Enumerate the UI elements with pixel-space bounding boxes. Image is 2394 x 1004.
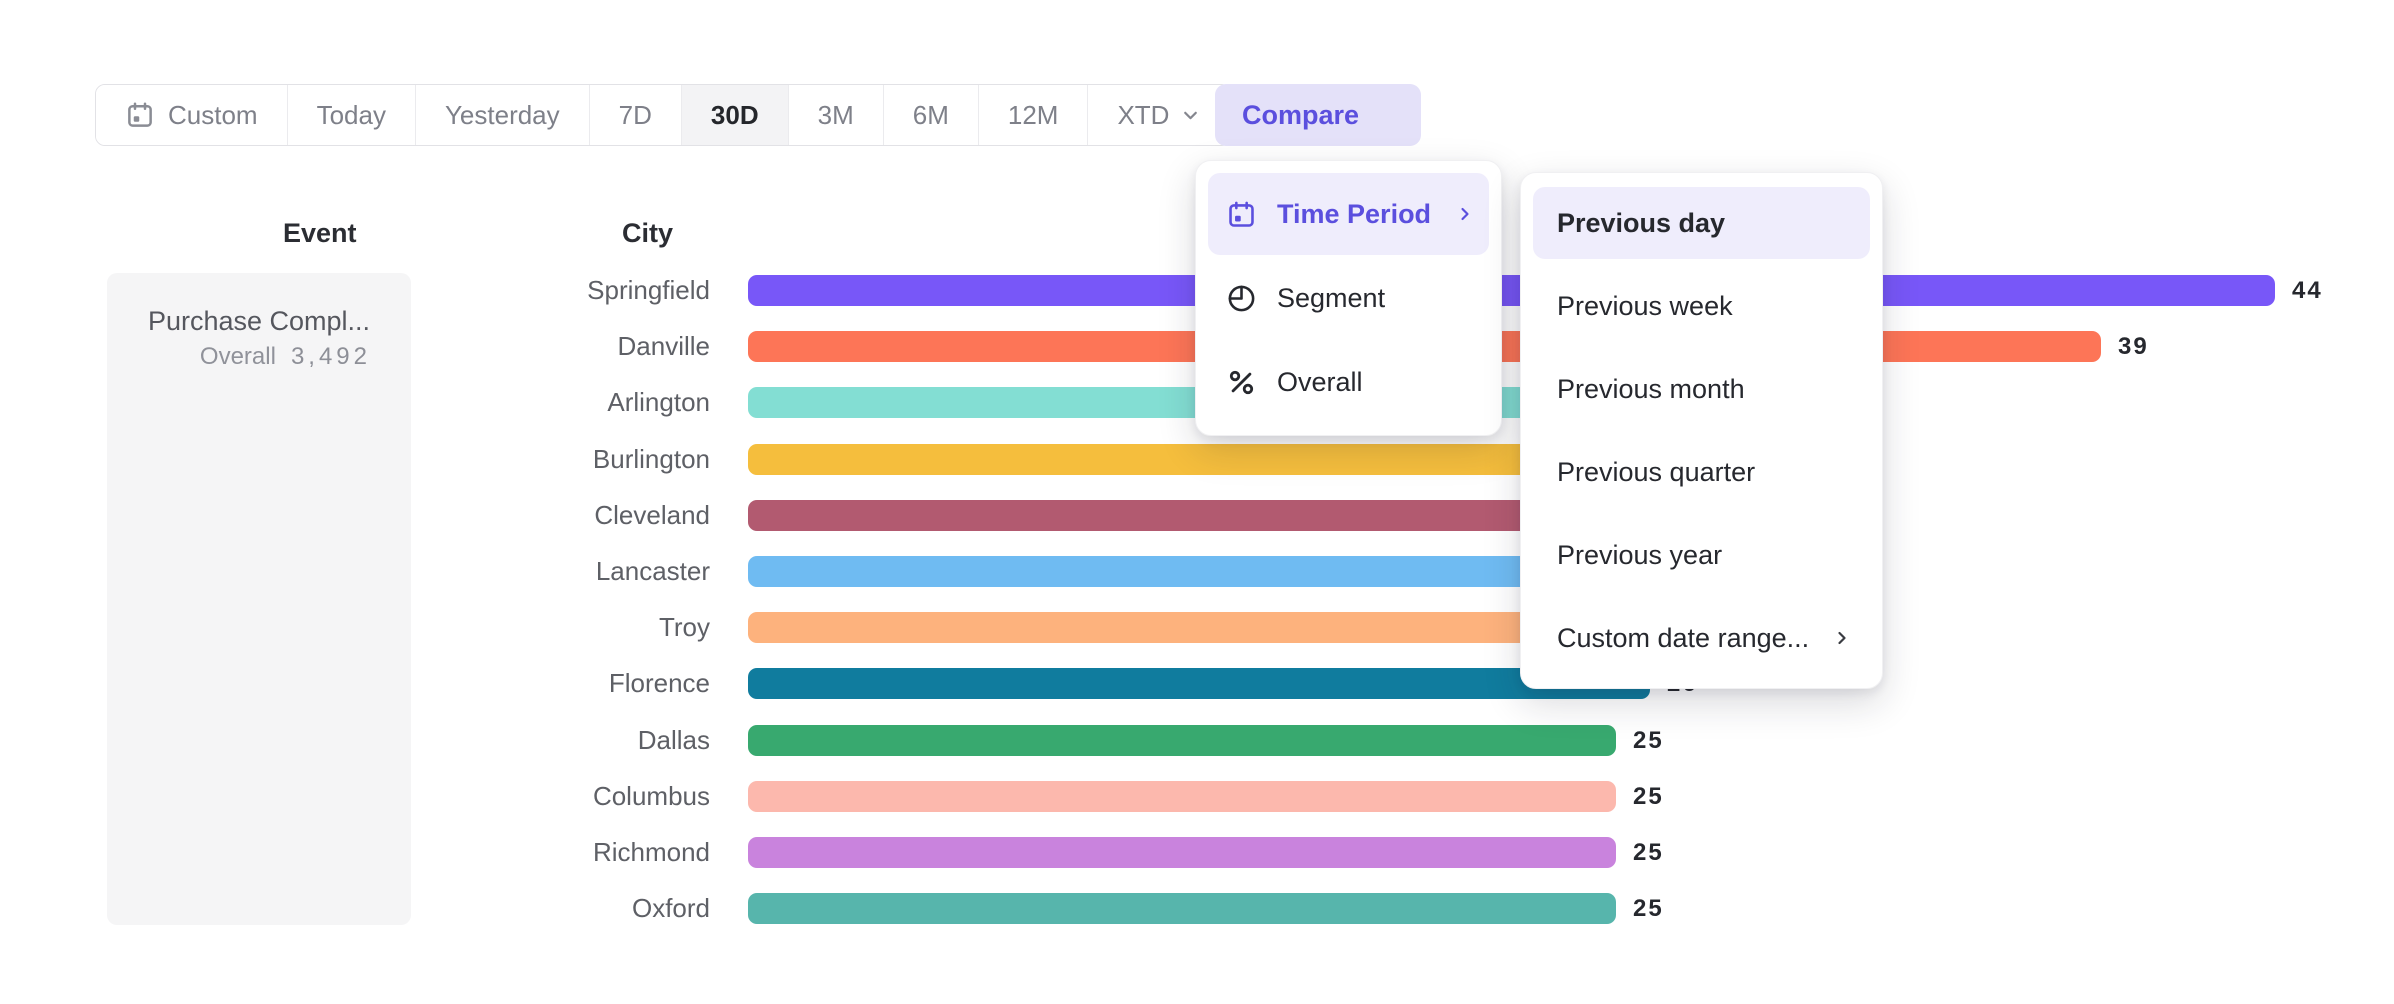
date-range-toolbar: Custom Today Yesterday 7D 30D 3M 6M 12M XTD — [95, 84, 1232, 146]
time-period-option-label: Custom date range... — [1557, 622, 1810, 653]
date-range-button-custom[interactable]: Custom — [96, 85, 287, 145]
compare-menu-item-segment[interactable]: Segment — [1208, 257, 1489, 339]
compare-menu-item-overall[interactable]: Overall — [1208, 341, 1489, 423]
date-range-button-label: 7D — [618, 99, 652, 130]
time-period-option-previous-month[interactable]: Previous month — [1533, 353, 1870, 425]
bar-row-columbus: Columbus 25 — [0, 781, 2394, 812]
bar-category-label: Lancaster — [595, 556, 710, 586]
bar-columbus[interactable] — [748, 781, 1616, 812]
bar-row-troy: Troy27 — [0, 612, 2394, 643]
bar-category-label: Oxford — [631, 893, 710, 923]
time-period-option-custom-date-range[interactable]: Custom date range... — [1533, 602, 1870, 674]
event-stat-value: 3,492 — [290, 343, 371, 370]
bar-row-oxford: Oxford 25 — [0, 893, 2394, 924]
date-range-button-label: XTD — [1117, 99, 1170, 130]
bar-row-florence: Florence26 — [0, 668, 2394, 699]
bar-value-label: 25 — [1633, 782, 1664, 810]
date-range-button-7d[interactable]: 7D — [588, 85, 681, 145]
date-range-button-label: 3M — [817, 99, 854, 130]
date-range-button-label: Today — [316, 99, 386, 130]
date-range-button-today[interactable]: Today — [286, 85, 415, 145]
bar-value-label: 25 — [1633, 894, 1664, 922]
compare-menu-item-label: Time Period — [1277, 198, 1432, 229]
date-range-button-yesterday[interactable]: Yesterday — [414, 85, 589, 145]
bar-row-cleveland: Cleveland29 — [0, 500, 2394, 531]
bar-category-label: Springfield — [587, 275, 710, 305]
event-stat-label: Overall — [199, 343, 276, 370]
bar-value-label: 39 — [2118, 332, 2149, 360]
date-range-button-xtd[interactable]: XTD — [1087, 85, 1231, 145]
time-period-option-label: Previous quarter — [1557, 456, 1756, 487]
segment-icon — [1226, 283, 1257, 314]
bar-value-label: 25 — [1633, 726, 1664, 754]
bar-richmond[interactable] — [748, 837, 1616, 868]
compare-button[interactable]: Compare — [1215, 84, 1422, 146]
event-column-header[interactable]: Event — [283, 218, 388, 249]
date-range-button-3m[interactable]: 3M — [787, 85, 883, 145]
time-period-option-label: Previous week — [1557, 290, 1733, 321]
bar-row-dallas: Dallas 25 — [0, 725, 2394, 756]
percent-icon — [1226, 367, 1257, 398]
chevron-right-icon — [1455, 204, 1475, 224]
time-period-submenu: Previous day Previous week Previous month P… — [1520, 172, 1883, 689]
city-column-header[interactable]: City — [622, 218, 704, 249]
date-range-button-label: 30D — [710, 99, 759, 130]
date-range-button-30d[interactable]: 30D — [680, 85, 788, 145]
city-column-header-label: City — [622, 218, 674, 248]
bar-row-springfield: Springfield 44 — [0, 275, 2394, 306]
bar-row-richmond: Richmond 25 — [0, 837, 2394, 868]
bar-category-label: Danville — [617, 331, 711, 361]
date-range-button-12m[interactable]: 12M — [977, 85, 1088, 145]
bar-category-label: Arlington — [607, 387, 710, 417]
event-name: Purchase Compl... — [147, 306, 371, 336]
compare-button-label: Compare — [1242, 99, 1360, 130]
bar-dallas[interactable] — [748, 725, 1616, 756]
time-period-option-previous-year[interactable]: Previous year — [1533, 519, 1870, 591]
time-period-option-previous-quarter[interactable]: Previous quarter — [1533, 436, 1870, 508]
bar-category-label: Dallas — [637, 725, 710, 755]
bar-category-label: Richmond — [592, 837, 710, 867]
compare-menu-item-label: Overall — [1277, 366, 1363, 397]
compare-menu-item-time-period[interactable]: Time Period — [1208, 173, 1489, 255]
chevron-down-icon — [1180, 105, 1201, 126]
date-range-button-label: Yesterday — [444, 99, 560, 130]
compare-dropdown-menu: Time Period Segment Overall — [1195, 160, 1502, 436]
bar-category-label: Columbus — [592, 781, 710, 811]
calendar-icon — [125, 100, 155, 130]
event-overall-stat: Overall 3,492 — [107, 343, 411, 371]
bar-row-lancaster: Lancaster28 — [0, 556, 2394, 587]
calendar-icon — [1226, 199, 1257, 230]
bar-oxford[interactable] — [748, 893, 1616, 924]
time-period-option-label: Previous month — [1557, 373, 1745, 404]
date-range-button-6m[interactable]: 6M — [882, 85, 978, 145]
chevron-right-icon — [1832, 628, 1852, 648]
bar-florence[interactable] — [748, 668, 1650, 699]
bar-category-label: Cleveland — [594, 500, 710, 530]
event-panel[interactable]: Purchase Compl... Overall 3,492 — [107, 273, 411, 925]
date-range-button-label: Custom — [168, 99, 258, 130]
bar-value-label: 44 — [2292, 276, 2323, 304]
time-period-option-label: Previous year — [1557, 539, 1723, 570]
bar-category-label: Burlington — [592, 444, 710, 474]
bar-springfield[interactable] — [748, 275, 2275, 306]
compare-menu-item-label: Segment — [1277, 282, 1386, 313]
bar-value-label: 25 — [1633, 838, 1664, 866]
time-period-option-label: Previous day — [1557, 207, 1726, 238]
time-period-option-previous-day[interactable]: Previous day — [1533, 187, 1870, 259]
date-range-button-label: 12M — [1007, 99, 1059, 130]
time-period-option-previous-week[interactable]: Previous week — [1533, 270, 1870, 342]
date-range-button-label: 6M — [912, 99, 949, 130]
event-column-header-label: Event — [283, 218, 357, 248]
bar-row-burlington: Burlington30 — [0, 444, 2394, 475]
bar-category-label: Florence — [608, 668, 710, 698]
bar-category-label: Troy — [658, 612, 710, 642]
